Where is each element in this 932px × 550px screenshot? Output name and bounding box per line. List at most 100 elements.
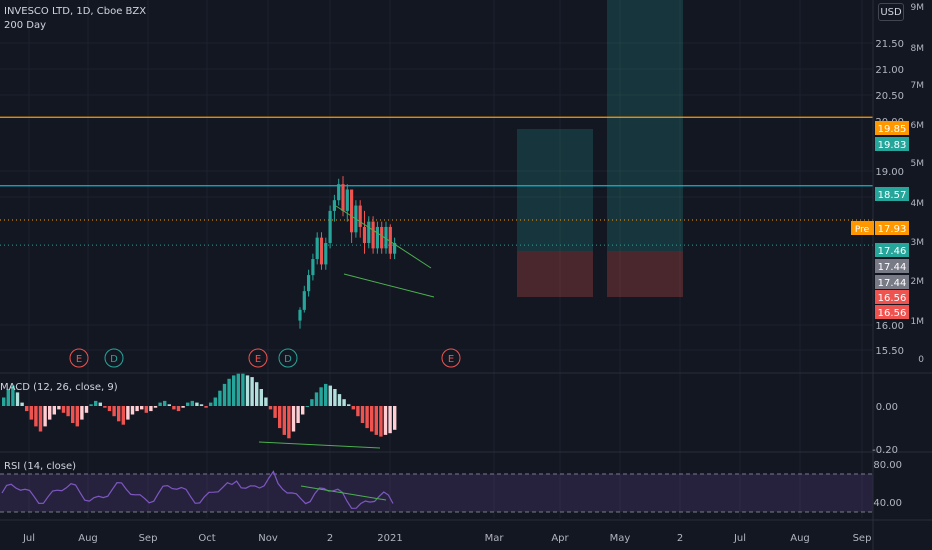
candle-body-1 <box>302 291 306 310</box>
volume-tick-3: 6M <box>911 121 925 131</box>
macd-tick-0: 0.00 <box>876 402 898 413</box>
event-marker-circle-2[interactable] <box>248 348 268 368</box>
volume-tick-6: 3M <box>911 238 925 248</box>
price-badge-value-2: 18.57 <box>878 190 907 201</box>
macd-bar-59 <box>273 406 277 418</box>
event-marker-e-2: E <box>248 348 268 368</box>
volume-tick-7: 2M <box>911 277 925 287</box>
candle-body-3 <box>311 259 315 276</box>
legend: INVESCO LTD, 1D, Cboe BZX 200 Day <box>4 5 146 33</box>
price-tick-2: 20.50 <box>875 91 904 102</box>
macd-bar-72 <box>333 389 337 406</box>
macd-bar-83 <box>383 406 388 435</box>
event-marker-circle-3[interactable] <box>278 348 298 368</box>
position-loss-zone-2 <box>607 251 683 297</box>
time-tick-2: Sep <box>139 533 158 544</box>
price-badge-3: 17.93 Pre <box>851 221 909 235</box>
candle-body-15 <box>362 226 367 243</box>
volume-tick-1: 8M <box>911 44 925 54</box>
volume-tick-9: 0 <box>918 355 924 365</box>
macd-bar-70 <box>324 383 328 406</box>
rsi-divergence-line <box>300 485 387 501</box>
price-tick-4: 19.00 <box>875 167 904 178</box>
time-tick-0: Jul <box>22 533 35 544</box>
price-badge-8: 16.56 <box>875 305 909 319</box>
rsi-tick-0: 80.00 <box>873 460 902 471</box>
macd-bar-12 <box>57 406 61 410</box>
volume-tick-8: 1M <box>911 317 925 327</box>
volume-tick-5: 4M <box>911 199 925 209</box>
candle-body-7 <box>328 210 332 243</box>
price-badge-value-4: 17.46 <box>878 246 907 257</box>
macd-bar-9 <box>43 406 47 427</box>
time-tick-6: 2021 <box>377 533 402 544</box>
macd-bar-77 <box>356 406 360 417</box>
price-tick-1: 21.00 <box>875 65 904 76</box>
macd-bar-15 <box>71 406 75 423</box>
macd-bar-58 <box>268 406 273 410</box>
candle-body-21 <box>388 226 392 254</box>
macd-bar-30 <box>140 406 144 410</box>
price-badge-value-0: 19.85 <box>878 124 907 135</box>
macd-bar-73 <box>337 394 342 406</box>
event-marker-circle-0[interactable] <box>69 348 89 368</box>
price-badge-value-1: 19.83 <box>878 140 907 151</box>
macd-bar-55 <box>255 382 259 406</box>
time-tick-4: Nov <box>258 533 278 544</box>
time-tick-3: Oct <box>198 533 215 544</box>
candle-body-0 <box>298 309 302 321</box>
time-tick-11: Jul <box>733 533 746 544</box>
macd-bar-22 <box>103 406 107 408</box>
macd-bar-82 <box>379 406 383 437</box>
macd-bar-80 <box>370 406 374 432</box>
macd-bar-78 <box>360 406 365 423</box>
position-profit-zone-1 <box>517 129 593 251</box>
event-marker-circle-4[interactable] <box>441 348 461 368</box>
price-badge-2: 18.57 <box>875 187 909 201</box>
price-badge-bg-6 <box>875 275 909 289</box>
candle-body-12 <box>350 189 354 233</box>
macd-bar-81 <box>374 406 378 435</box>
time-tick-9: May <box>610 533 631 544</box>
price-badge-5: 17.44 <box>875 259 909 273</box>
time-tick-8: Apr <box>551 533 569 544</box>
event-marker-letter-1: D <box>110 354 118 365</box>
macd-bar-16 <box>75 406 79 427</box>
macd-bar-63 <box>291 406 296 432</box>
macd-label[interactable]: MACD (12, 26, close, 9) <box>0 382 118 393</box>
candle-body-6 <box>324 243 328 265</box>
macd-bar-32 <box>149 406 153 412</box>
trendline-lower <box>343 273 435 298</box>
macd-bar-18 <box>84 406 89 413</box>
pre-market-tag: Pre <box>855 225 870 235</box>
macd-bar-6 <box>29 406 33 420</box>
macd-bar-14 <box>66 406 70 417</box>
macd-bar-10 <box>48 406 52 420</box>
macd-bar-31 <box>144 406 148 413</box>
price-badge-7: 16.56 <box>875 290 909 304</box>
macd-bar-17 <box>80 406 84 420</box>
macd-bar-38 <box>176 406 181 412</box>
macd-bar-35 <box>163 400 167 406</box>
candle-body-20 <box>384 226 388 249</box>
macd-bar-56 <box>259 389 263 406</box>
indicator-200-day[interactable]: 200 Day <box>4 20 47 31</box>
macd-bar-68 <box>314 392 319 406</box>
macd-bar-50 <box>232 375 236 406</box>
price-badge-bg-1 <box>875 137 909 151</box>
price-badge-value-6: 17.44 <box>878 278 907 289</box>
time-tick-12: Aug <box>790 533 810 544</box>
time-tick-13: Sep <box>853 533 872 544</box>
rsi-label[interactable]: RSI (14, close) <box>4 461 77 472</box>
candle-body-5 <box>319 237 324 265</box>
event-marker-circle-1[interactable] <box>104 348 124 368</box>
symbol-title[interactable]: INVESCO LTD, 1D, Cboe BZX <box>4 6 147 17</box>
currency-button[interactable]: USD <box>878 3 904 21</box>
macd-bar-61 <box>282 406 286 435</box>
macd-bar-74 <box>342 399 346 406</box>
price-tick-7: 15.50 <box>875 346 904 357</box>
price-badge-bg-5 <box>875 259 909 273</box>
price-badge-bg-8 <box>875 305 909 319</box>
candle-body-18 <box>375 226 379 249</box>
